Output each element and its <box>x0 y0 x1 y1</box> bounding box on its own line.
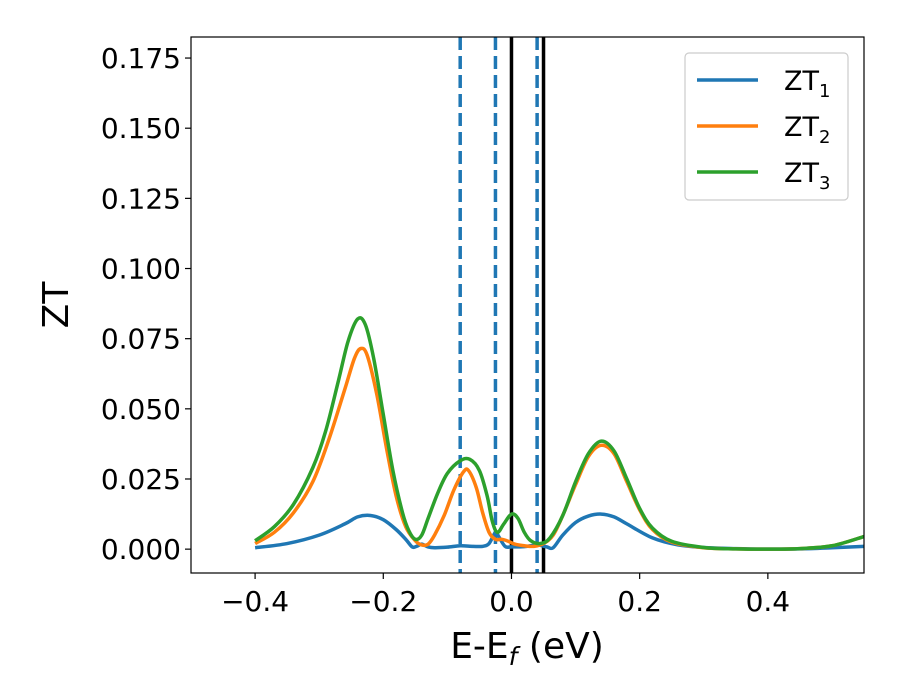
series-line-zt1 <box>254 512 864 551</box>
y-tick-label: 0.150 <box>101 112 181 145</box>
y-tick-label: 0.075 <box>101 323 181 356</box>
legend-label-2: ZT2 <box>784 112 830 148</box>
reference-lines <box>458 37 546 573</box>
x-tick-label: −0.4 <box>221 585 289 618</box>
y-axis: 0.000 0.025 0.050 0.075 0.100 0.125 0.150 0.175 <box>101 42 191 566</box>
y-tick-label: 0.175 <box>101 42 181 75</box>
legend-entry-1: ZT1 <box>697 66 830 102</box>
series-layer <box>254 316 864 551</box>
x-tick-label: −0.2 <box>349 585 417 618</box>
x-tick-label: 0.0 <box>489 585 534 618</box>
legend-label-3: ZT3 <box>784 158 830 194</box>
y-tick-label: 0.050 <box>101 393 181 426</box>
legend-entry-2: ZT2 <box>697 112 830 148</box>
y-tick-label: 0.100 <box>101 253 181 286</box>
legend-box <box>684 52 849 201</box>
legend: ZT1 ZT2 ZT3 <box>684 52 849 201</box>
y-tick-label: 0.125 <box>101 182 181 215</box>
x-axis: −0.4 −0.2 0.0 0.2 0.4 <box>221 573 790 618</box>
series-line-zt3 <box>254 316 864 551</box>
legend-label-1: ZT1 <box>784 66 830 102</box>
x-axis-label: E-Ef (eV) <box>450 626 604 671</box>
y-tick-label: 0.025 <box>101 463 181 496</box>
y-axis-label: ZT <box>36 281 77 329</box>
x-tick-label: 0.2 <box>617 585 662 618</box>
plot-frame <box>190 36 865 574</box>
x-tick-label: 0.4 <box>746 585 791 618</box>
legend-entry-3: ZT3 <box>697 158 830 194</box>
y-tick-label: 0.000 <box>101 533 181 566</box>
